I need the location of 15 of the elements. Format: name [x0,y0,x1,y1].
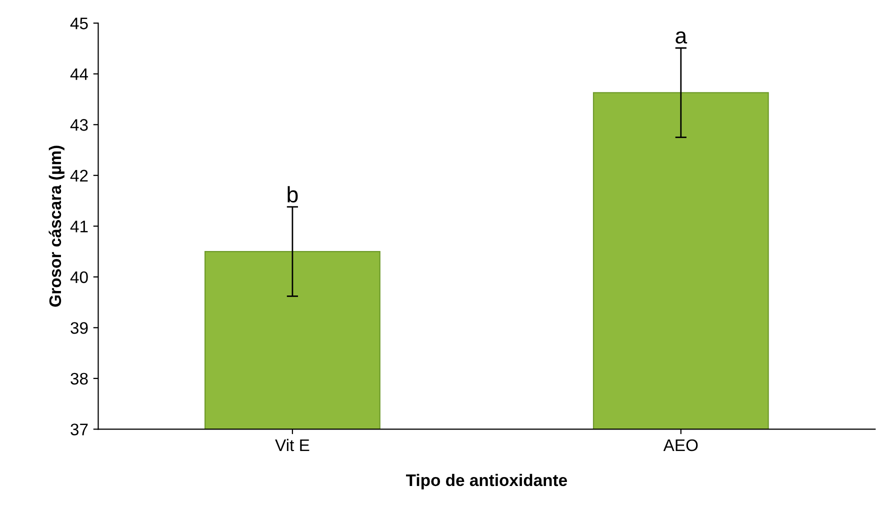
x-axis-title: Tipo de antioxidante [406,474,567,490]
y-tick-label: 37 [70,424,88,436]
annotation: a [676,31,688,44]
y-tick-label: 43 [70,119,88,131]
y-tick-label: 38 [70,372,88,385]
y-tick-label: 42 [70,170,88,182]
x-tick-label: Vit E [275,438,310,452]
y-tick-label: 41 [70,220,88,232]
annotation: b [288,186,298,202]
y-tick-label: 44 [70,68,88,80]
y-tick-label: 45 [70,18,88,30]
y-tick-label: 40 [70,271,88,284]
x-tick-label: AEO [663,439,698,452]
y-axis-title: Grosor cáscara (µm) [48,146,64,307]
y-tick-label: 39 [70,322,88,334]
